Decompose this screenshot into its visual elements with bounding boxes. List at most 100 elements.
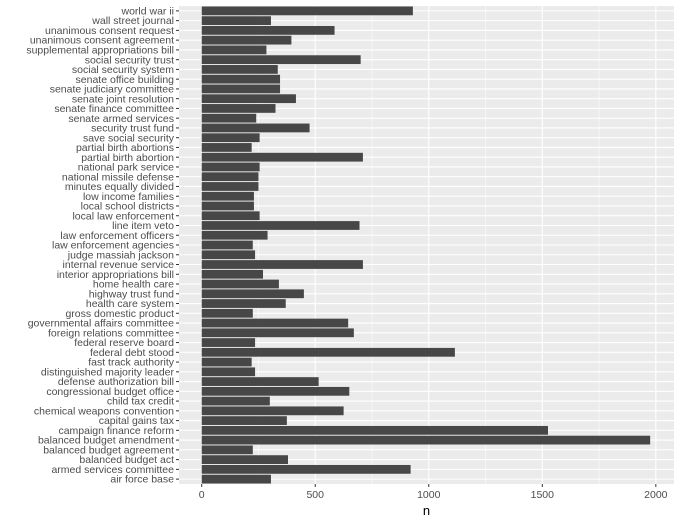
category-label: capital gains tax (99, 415, 175, 427)
category-label: wall street journal (91, 15, 174, 27)
category-label: distinguished majority leader (41, 366, 175, 378)
bar (201, 338, 256, 347)
category-label: federal debt stood (90, 347, 174, 359)
bar (201, 425, 548, 435)
bar (201, 318, 349, 328)
category-label: save social security (83, 132, 175, 144)
bar (201, 377, 319, 386)
category-label: local school districts (81, 201, 174, 213)
x-tick-label: 1500 (531, 489, 555, 501)
bar (201, 221, 360, 230)
category-label: defense authorization bill (58, 376, 174, 388)
bar (201, 84, 281, 94)
bar (201, 65, 278, 74)
bar (201, 55, 361, 65)
x-tick-label: 1000 (417, 489, 441, 501)
bar (201, 6, 413, 16)
bar (201, 367, 256, 377)
category-label: congressional budget office (46, 386, 174, 398)
bar (201, 143, 252, 152)
bar (201, 260, 363, 269)
bar (201, 269, 264, 279)
bar (201, 435, 651, 445)
category-label: judge massiah jackson (67, 249, 174, 261)
category-label: law enforcement agencies (52, 240, 174, 252)
category-label: health care system (86, 298, 174, 310)
bar (201, 289, 304, 299)
category-label: senate armed services (68, 113, 174, 125)
category-label: foreign relations committee (48, 327, 174, 339)
bar (201, 16, 271, 26)
bar (201, 133, 260, 143)
bar (201, 299, 286, 308)
category-label: armed services committee (51, 464, 174, 476)
category-label: balanced budget agreement (43, 444, 174, 456)
category-label: world war ii (120, 5, 174, 17)
category-label: minutes equally divided (65, 181, 174, 193)
bar (201, 191, 254, 201)
category-label: partial birth abortion (81, 152, 174, 164)
category-label: fast track authority (88, 357, 175, 369)
bar (201, 74, 281, 84)
bar (201, 240, 253, 250)
x-tick-labels: 0 500 1000 1500 2000 (199, 489, 668, 501)
category-label: governmental affairs committee (28, 318, 174, 330)
category-label: national park service (78, 162, 174, 174)
category-label: internal revenue service (63, 259, 175, 271)
bars (201, 6, 651, 484)
bar (201, 406, 344, 416)
category-label: local law enforcement (72, 210, 174, 222)
bar (201, 162, 260, 172)
bar (201, 357, 252, 367)
category-label: federal reserve board (74, 337, 174, 349)
bar (201, 211, 260, 221)
bar (201, 250, 256, 260)
x-tick-label: 2000 (644, 489, 668, 501)
bar (201, 25, 335, 35)
bar (201, 455, 288, 465)
category-label: balanced budget act (79, 454, 174, 466)
category-label: line item veto (112, 220, 174, 232)
x-tick-label: 500 (306, 489, 324, 501)
category-label: senate finance committee (54, 103, 174, 115)
category-label: national missile defense (62, 171, 174, 183)
bar (201, 347, 455, 357)
category-label: campaign finance reform (58, 425, 174, 437)
category-label: senate office building (76, 74, 175, 86)
bar (201, 152, 363, 162)
bar (201, 35, 292, 45)
category-label: senate judiciary committee (50, 84, 174, 96)
bar (201, 328, 354, 338)
category-label: gross domestic product (65, 308, 174, 320)
category-label: unanimous consent request (45, 25, 174, 37)
bar (201, 201, 254, 211)
category-label: unanimous consent agreement (30, 35, 174, 47)
bar (201, 230, 268, 240)
category-label: security trust fund (91, 123, 174, 135)
bar (201, 172, 259, 182)
bar (201, 474, 271, 484)
bar (201, 45, 267, 55)
category-label: child tax credit (107, 396, 174, 408)
bar (201, 464, 411, 474)
category-label: home health care (93, 279, 174, 291)
bar (201, 308, 253, 318)
x-tick-label: 0 (199, 489, 205, 501)
bar (201, 445, 253, 455)
category-label: interior appropriations bill (57, 269, 174, 281)
category-label: balanced budget amendment (38, 435, 174, 447)
x-axis-title: n (423, 503, 430, 518)
category-label: supplemental appropriations bill (26, 44, 174, 56)
category-label: law enforcement officers (60, 230, 174, 242)
category-label: senate joint resolution (72, 93, 174, 105)
bar (201, 396, 270, 406)
bar (201, 94, 296, 104)
category-label: social security system (72, 64, 174, 76)
bar (201, 416, 287, 425)
bar (201, 182, 259, 191)
x-tick-marks (201, 484, 657, 487)
bar (201, 123, 310, 133)
bar (201, 113, 257, 123)
